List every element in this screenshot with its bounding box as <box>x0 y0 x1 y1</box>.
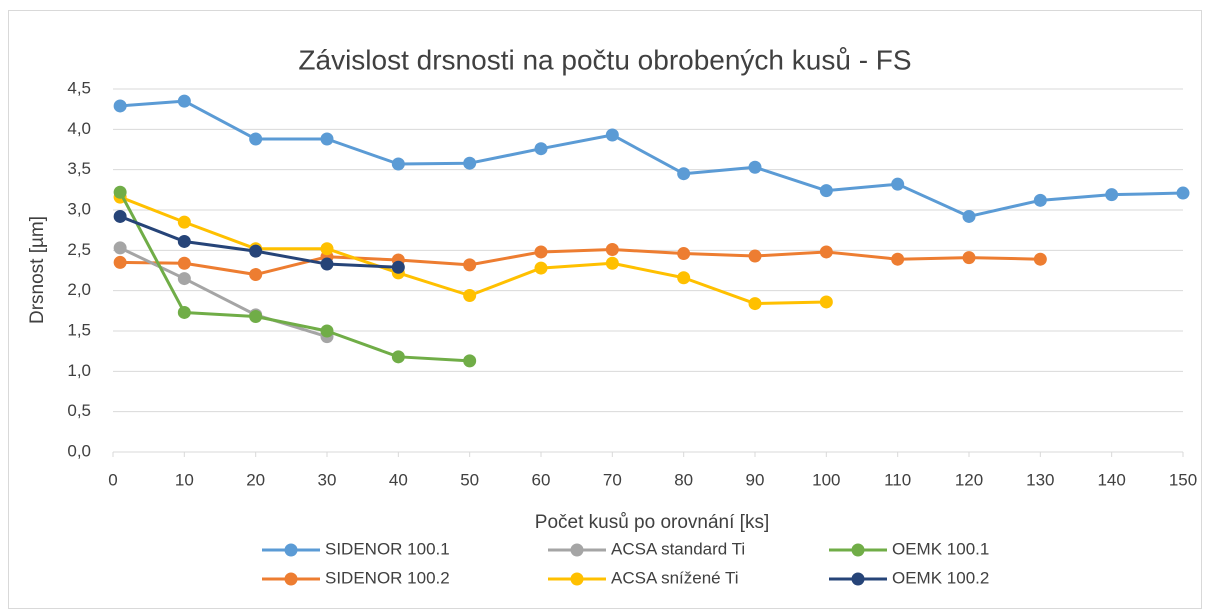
data-point <box>891 252 905 266</box>
data-point <box>391 260 405 274</box>
data-point <box>391 350 405 364</box>
legend-marker <box>851 543 865 557</box>
legend-label: ACSA standard Ti <box>611 539 745 558</box>
x-tick-label: 20 <box>246 470 265 489</box>
data-point <box>177 256 191 270</box>
data-point <box>249 244 263 258</box>
series-line <box>120 248 1041 277</box>
legend-marker <box>284 543 298 557</box>
chart-border <box>8 10 1202 609</box>
data-point <box>962 251 976 265</box>
data-point <box>819 295 833 309</box>
data-point <box>113 99 127 113</box>
series-line <box>118 191 470 363</box>
chart-title: Závislost drsnosti na počtu obrobených k… <box>298 44 911 75</box>
legend-marker <box>570 543 584 557</box>
data-point <box>605 128 619 142</box>
data-point <box>677 271 691 285</box>
data-point <box>605 256 619 270</box>
x-tick-label: 110 <box>884 470 911 489</box>
x-tick-label: 100 <box>812 470 840 489</box>
data-point <box>534 245 548 259</box>
series-line <box>119 246 328 339</box>
x-tick-label: 40 <box>389 470 408 489</box>
data-point <box>177 234 191 248</box>
data-point <box>748 160 762 174</box>
data-point <box>177 272 191 286</box>
y-tick-label: 3,5 <box>67 159 91 178</box>
y-tick-label: 1,5 <box>67 320 91 339</box>
data-point <box>1033 252 1047 266</box>
x-tick-label: 120 <box>955 470 983 489</box>
data-point <box>320 132 334 146</box>
data-point <box>1105 188 1119 202</box>
y-tick-label: 0,0 <box>67 441 91 460</box>
data-point <box>249 309 263 323</box>
data-point <box>177 215 191 229</box>
data-point <box>320 257 334 271</box>
y-tick-label: 3,0 <box>67 199 91 218</box>
data-point <box>463 289 477 303</box>
legend-marker <box>570 572 584 586</box>
data-point <box>748 297 762 311</box>
legend-label: ACSA snížené Ti <box>611 568 739 587</box>
data-point <box>320 242 334 256</box>
x-tick-label: 70 <box>603 470 622 489</box>
x-tick-label: 80 <box>674 470 693 489</box>
data-point <box>463 354 477 368</box>
data-point <box>249 132 263 146</box>
data-point <box>1033 193 1047 207</box>
y-tick-label: 4,0 <box>67 119 91 138</box>
y-tick-label: 1,0 <box>67 361 91 380</box>
y-tick-label: 2,5 <box>67 240 91 259</box>
data-point <box>320 324 334 338</box>
data-point <box>819 245 833 259</box>
data-point <box>177 94 191 108</box>
data-point <box>962 209 976 223</box>
x-tick-label: 140 <box>1097 470 1125 489</box>
x-axis-title: Počet kusů po orovnání [ks] <box>535 512 769 533</box>
legend-label: OEMK 100.1 <box>892 539 989 558</box>
data-point <box>534 142 548 156</box>
legend-label: OEMK 100.2 <box>892 568 989 587</box>
data-point <box>1176 186 1190 200</box>
data-point <box>819 184 833 198</box>
data-point <box>463 156 477 170</box>
data-point <box>391 157 405 171</box>
data-point <box>113 241 127 255</box>
data-point <box>677 167 691 181</box>
data-point <box>113 209 127 223</box>
y-axis-title: Drsnost [µm] <box>27 216 48 324</box>
data-point <box>605 243 619 257</box>
x-tick-label: 130 <box>1026 470 1054 489</box>
data-point <box>891 177 905 191</box>
legend-label: SIDENOR 100.2 <box>325 568 450 587</box>
data-point <box>113 185 127 199</box>
data-point <box>463 258 477 272</box>
data-point <box>748 249 762 263</box>
x-tick-label: 150 <box>1169 470 1197 489</box>
y-tick-label: 2,0 <box>67 280 91 299</box>
data-point <box>534 261 548 275</box>
legend-marker <box>851 572 865 586</box>
x-tick-label: 50 <box>460 470 479 489</box>
x-tick-label: 30 <box>318 470 337 489</box>
legend-marker <box>284 572 298 586</box>
data-point <box>113 255 127 269</box>
data-point <box>677 247 691 261</box>
x-tick-label: 0 <box>108 470 117 489</box>
data-point <box>177 305 191 319</box>
y-tick-label: 0,5 <box>67 401 91 420</box>
legend-label: SIDENOR 100.1 <box>325 539 450 558</box>
series-line <box>120 99 1184 218</box>
x-tick-label: 90 <box>746 470 765 489</box>
x-tick-label: 60 <box>532 470 551 489</box>
data-point <box>249 268 263 282</box>
y-tick-label: 4,5 <box>67 78 91 97</box>
x-tick-label: 10 <box>175 470 194 489</box>
